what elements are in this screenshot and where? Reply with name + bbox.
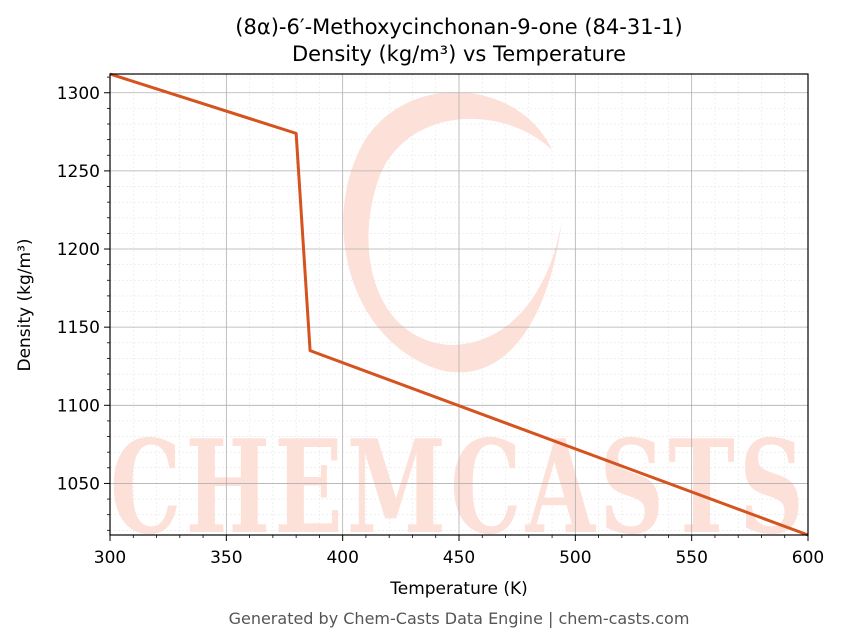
- series-layer: [109, 72, 809, 537]
- y-tick-label: 1250: [57, 162, 100, 182]
- footer-credit: Generated by Chem-Casts Data Engine | ch…: [229, 609, 690, 628]
- x-tick-label: 300: [94, 548, 126, 568]
- x-tick-label: 400: [326, 548, 358, 568]
- y-tick-label: 1200: [57, 240, 100, 260]
- y-tick-label: 1050: [57, 474, 100, 494]
- y-tick-label: 1300: [57, 84, 100, 104]
- chart-title: (8α)-6′-Methoxycinchonan-9-one (84-31-1): [235, 15, 682, 39]
- plot-area: CHEMCASTS: [109, 72, 809, 563]
- y-axis: 1050 1100 1150 1200 1250 1300: [57, 76, 110, 531]
- y-tick-label: 1150: [57, 318, 100, 338]
- x-axis-label: Temperature (K): [389, 579, 528, 599]
- x-tick-label: 350: [210, 548, 242, 568]
- y-axis-label: Density (kg/m³): [15, 238, 35, 371]
- x-tick-label: 550: [675, 548, 707, 568]
- density-series-line: [109, 72, 809, 537]
- major-grid: [109, 74, 809, 535]
- x-tick-label: 600: [792, 548, 824, 568]
- x-tick-label: 450: [443, 548, 475, 568]
- watermark: CHEMCASTS: [110, 92, 808, 563]
- x-axis: 300 350 400 450 500 550 600: [94, 535, 824, 568]
- chart-subtitle: Density (kg/m³) vs Temperature: [292, 42, 626, 66]
- x-tick-label: 500: [559, 548, 591, 568]
- watermark-text: CHEMCASTS: [110, 413, 808, 563]
- y-tick-label: 1100: [57, 396, 100, 416]
